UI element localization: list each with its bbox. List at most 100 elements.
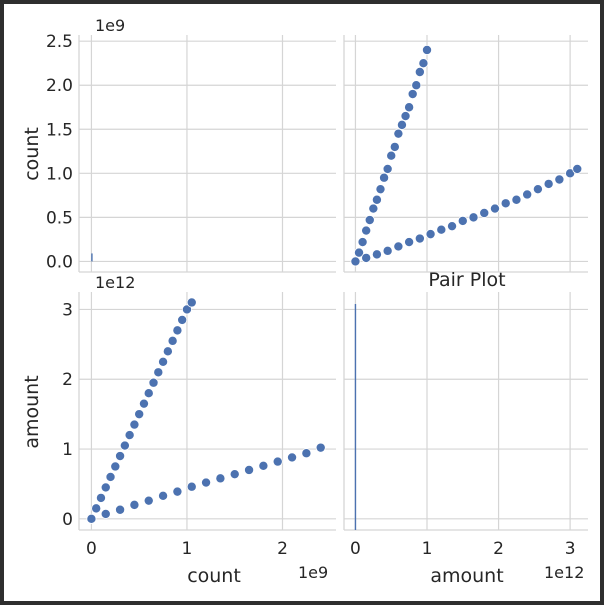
data-point bbox=[425, 229, 436, 240]
data-point bbox=[229, 469, 240, 480]
data-point bbox=[167, 335, 178, 346]
data-point bbox=[404, 102, 415, 113]
y-tick-label: 2.0 bbox=[46, 76, 73, 96]
data-point bbox=[436, 224, 447, 235]
data-point bbox=[158, 490, 169, 501]
data-point bbox=[162, 346, 173, 357]
data-point bbox=[422, 44, 433, 55]
data-point bbox=[414, 233, 425, 244]
data-point bbox=[177, 314, 188, 325]
data-point bbox=[172, 486, 183, 497]
x-tick-label: 1 bbox=[422, 539, 433, 559]
data-point bbox=[110, 461, 121, 472]
data-point bbox=[143, 388, 154, 399]
data-point bbox=[138, 398, 149, 409]
y-tick-label: 2.5 bbox=[46, 32, 73, 52]
data-point bbox=[258, 460, 269, 471]
y-tick-label: 1 bbox=[62, 440, 73, 460]
data-point bbox=[244, 464, 255, 475]
data-point bbox=[565, 168, 576, 179]
data-point bbox=[148, 377, 159, 388]
data-point bbox=[382, 163, 393, 174]
data-point bbox=[186, 297, 197, 308]
data-point bbox=[532, 184, 543, 195]
data-point bbox=[158, 356, 169, 367]
data-point bbox=[129, 419, 140, 430]
data-point bbox=[357, 237, 368, 248]
data-point bbox=[572, 163, 583, 174]
data-point bbox=[100, 508, 111, 519]
data-point bbox=[105, 471, 116, 482]
data-point bbox=[119, 440, 130, 451]
data-point bbox=[143, 495, 154, 506]
data-point bbox=[371, 194, 382, 205]
data-point bbox=[124, 430, 135, 441]
x-tick-label: 2 bbox=[277, 539, 288, 559]
data-point bbox=[457, 215, 468, 226]
x-tick-label: 0 bbox=[350, 539, 361, 559]
data-point bbox=[172, 325, 183, 336]
data-point bbox=[418, 58, 429, 69]
chart-title: Pair Plot bbox=[428, 269, 505, 291]
data-point bbox=[315, 442, 326, 453]
x-scale-label: 1e12 bbox=[544, 563, 584, 582]
data-point bbox=[414, 67, 425, 78]
data-point bbox=[522, 189, 533, 200]
data-point bbox=[354, 247, 365, 258]
data-point bbox=[129, 499, 140, 510]
y-tick-label: 1.5 bbox=[46, 120, 73, 140]
data-point bbox=[371, 249, 382, 260]
data-point bbox=[86, 513, 97, 524]
data-point bbox=[350, 256, 361, 267]
figure: 0.0 0.5 1.0 1.5 2.0 2.5 0 1 2 3 0 1 2 0 1 2 3 1e9 1e12 1e9 1… bbox=[4, 4, 600, 601]
x-tick-label: 0 bbox=[86, 539, 97, 559]
data-point bbox=[411, 80, 422, 91]
data-point bbox=[364, 215, 375, 226]
data-point bbox=[201, 477, 212, 488]
y-axis-label: count bbox=[21, 127, 43, 181]
data-point bbox=[361, 225, 372, 236]
y-tick-label: 3 bbox=[62, 300, 73, 320]
x-axis-label: amount bbox=[430, 565, 503, 587]
y-tick-label: 0.5 bbox=[46, 208, 73, 228]
y-scale-label: 1e12 bbox=[95, 273, 135, 292]
data-point bbox=[115, 451, 126, 462]
data-point bbox=[368, 203, 379, 214]
data-point bbox=[186, 481, 197, 492]
y-tick-label: 0.0 bbox=[46, 252, 73, 272]
data-point bbox=[134, 409, 145, 420]
y-tick-label: 2 bbox=[62, 370, 73, 390]
data-point bbox=[511, 194, 522, 205]
data-point bbox=[479, 207, 490, 218]
x-scale-label: 1e9 bbox=[298, 563, 328, 582]
data-point bbox=[468, 212, 479, 223]
data-point bbox=[489, 203, 500, 214]
data-point bbox=[379, 172, 390, 183]
pair-plot-chart: 0.0 0.5 1.0 1.5 2.0 2.5 0 1 2 3 0 1 2 0 1 2 3 1e9 1e12 1e9 1… bbox=[21, 16, 588, 587]
data-point bbox=[95, 492, 106, 503]
data-point bbox=[272, 456, 283, 467]
data-point bbox=[554, 174, 565, 185]
data-point bbox=[375, 184, 386, 195]
data-point bbox=[301, 448, 312, 459]
y-axis-label: amount bbox=[21, 375, 43, 448]
data-point bbox=[287, 452, 298, 463]
data-point bbox=[100, 482, 111, 493]
y-tick-label: 1.0 bbox=[46, 164, 73, 184]
data-point bbox=[153, 367, 164, 378]
data-point bbox=[447, 221, 458, 232]
data-point bbox=[389, 141, 400, 152]
data-point bbox=[215, 473, 226, 484]
y-scale-label: 1e9 bbox=[95, 16, 125, 35]
data-point bbox=[396, 119, 407, 130]
data-point bbox=[393, 241, 404, 252]
data-point bbox=[386, 150, 397, 161]
data-point bbox=[361, 252, 372, 263]
data-point bbox=[400, 111, 411, 122]
data-point bbox=[407, 89, 418, 100]
x-tick-label: 3 bbox=[565, 539, 576, 559]
data-point bbox=[543, 178, 554, 189]
data-point bbox=[115, 504, 126, 515]
data-point bbox=[404, 237, 415, 248]
data-point bbox=[91, 503, 102, 514]
